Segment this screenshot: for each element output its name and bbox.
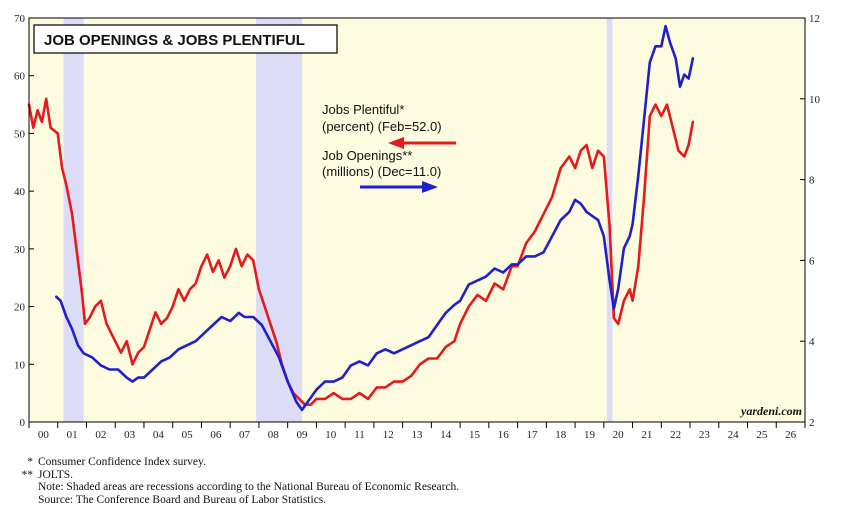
x-tick-label: 01 [67, 429, 78, 441]
footnote-2-mark: ** [21, 468, 34, 481]
y-left-tick-label: 70 [14, 13, 26, 25]
x-tick-label: 12 [383, 429, 394, 441]
x-tick-label: 07 [239, 429, 251, 441]
x-tick-label: 04 [153, 429, 165, 441]
legend-jobs-plentiful-line1: Jobs Plentiful* [322, 102, 404, 117]
legend-job-openings-line1: Job Openings** [322, 148, 412, 163]
footnote-2-text: JOLTS. [38, 468, 74, 481]
legend-red-arrow [388, 137, 456, 149]
footnote-1: * Consumer Confidence Index survey. [12, 456, 459, 469]
x-tick-label: 03 [124, 429, 136, 441]
x-tick-label: 17 [526, 429, 538, 441]
job-openings-line [54, 24, 695, 412]
recession-band-1 [256, 18, 303, 422]
x-tick-label: 06 [210, 429, 222, 441]
brand-label: yardeni.com [739, 404, 802, 418]
x-tick-label: 00 [38, 429, 50, 441]
x-tick-label: 11 [354, 429, 365, 441]
x-tick-label: 10 [325, 429, 337, 441]
x-tick-label: 13 [412, 429, 424, 441]
x-tick-label: 02 [95, 429, 106, 441]
legend-red-arrow-head [388, 137, 404, 149]
y-right-tick-label: 2 [809, 417, 815, 429]
y-left-tick-label: 40 [14, 186, 26, 198]
x-tick-label: 26 [785, 429, 797, 441]
footnote-1-mark: * [27, 456, 33, 468]
footnotes: * Consumer Confidence Index survey. ** J… [12, 456, 460, 506]
plot-background [29, 18, 805, 422]
x-tick-label: 18 [555, 429, 567, 441]
title-box [33, 24, 338, 54]
x-tick-label: 14 [440, 429, 452, 441]
x-tick-label: 16 [498, 429, 510, 441]
x-tick-label: 22 [670, 429, 681, 441]
legend-blue-arrow [360, 181, 438, 193]
x-tick-label: 15 [469, 429, 481, 441]
jobs-plentiful-line [27, 97, 695, 407]
footnote-1-text: Consumer Confidence Index survey. [38, 456, 206, 468]
y-right-tick-label: 12 [809, 13, 820, 25]
x-tick-label: 19 [584, 429, 596, 441]
y-right-tick-label: 6 [809, 255, 815, 267]
plot-frame [28, 17, 806, 423]
footnote-2: ** JOLTS. [12, 469, 459, 482]
y-left-tick-label: 20 [14, 302, 26, 314]
legend-blue-arrow-head [422, 181, 438, 193]
x-tick-label: 24 [728, 429, 740, 441]
y-left-tick-label: 30 [14, 244, 26, 256]
y-left-tick-label: 60 [14, 71, 26, 83]
series-lines [27, 24, 695, 412]
x-tick-label: 23 [699, 429, 711, 441]
y-left-tick-label: 10 [14, 359, 26, 371]
x-tick-label: 20 [613, 429, 625, 441]
y-right-tick-label: 8 [809, 175, 815, 187]
x-tick-label: 05 [182, 429, 194, 441]
y-right-tick-label: 10 [809, 94, 821, 106]
x-tick-label: 09 [297, 429, 309, 441]
y-left-tick-label: 0 [20, 417, 26, 429]
x-tick-label: 25 [756, 429, 768, 441]
y-left-tick-label: 50 [14, 128, 26, 140]
chart-title: JOB OPENINGS & JOBS PLENTIFUL [44, 32, 305, 49]
legend-job-openings-line2: (millions) (Dec=11.0) [322, 164, 441, 179]
y-right-tick-label: 4 [809, 336, 815, 348]
legend-jobs-plentiful-line2: (percent) (Feb=52.0) [322, 119, 442, 134]
x-tick-label: 08 [268, 429, 280, 441]
note-recessions: Note: Shaded areas are recessions accord… [38, 481, 460, 493]
note-source: Source: The Conference Board and Bureau … [38, 493, 327, 506]
legend: Jobs Plentiful* (percent) (Feb=52.0) Job… [322, 102, 456, 193]
x-tick-label: 21 [641, 429, 652, 441]
